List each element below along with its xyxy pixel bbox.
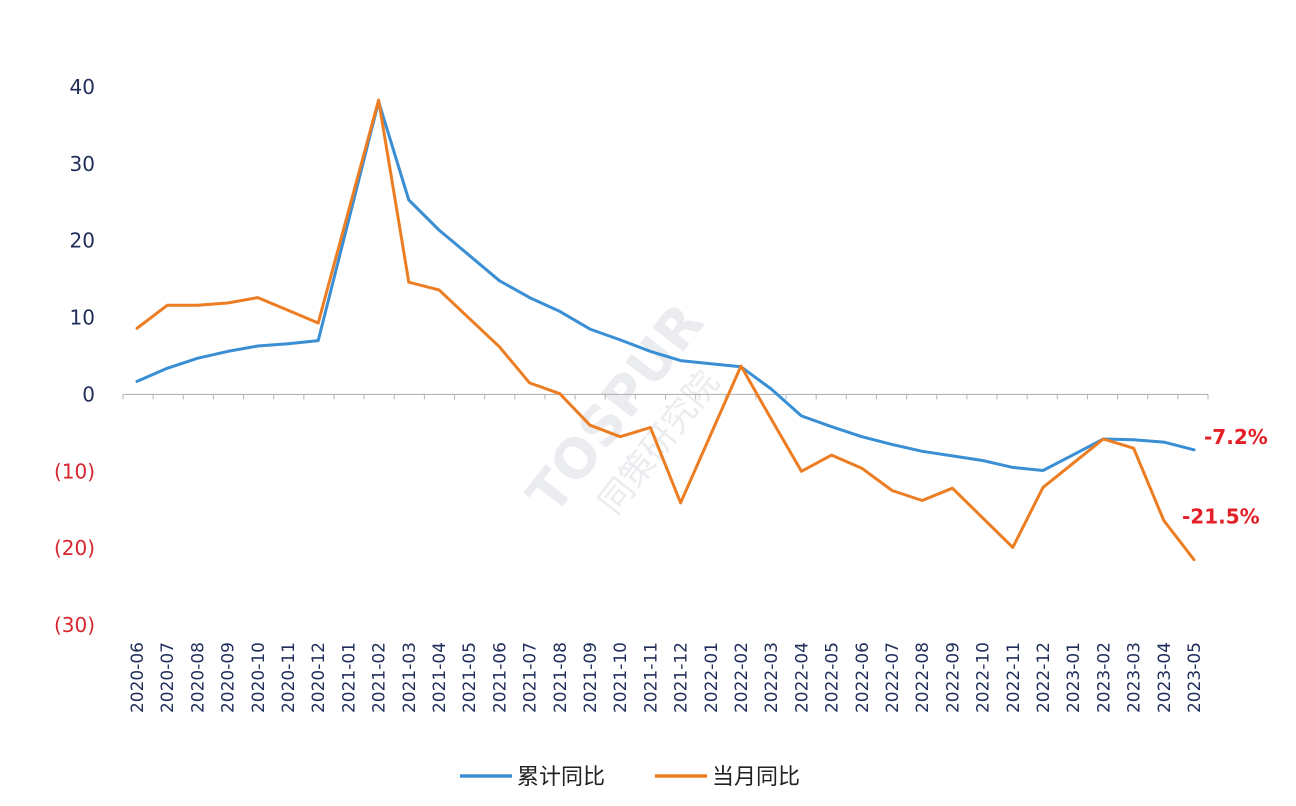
x-tick-label: 2021-10	[611, 642, 631, 713]
y-tick-label: (10)	[54, 459, 95, 483]
x-tick-label: 2021-04	[430, 642, 450, 713]
legend: 累计同比 当月同比	[460, 765, 800, 790]
x-tick-label: 2022-02	[732, 642, 752, 713]
end-value-label: -21.5%	[1182, 505, 1260, 529]
x-tick-label: 2020-07	[158, 642, 178, 713]
y-axis-ticks: 40 30 20 10 0 (10) (20) (30)	[54, 75, 95, 637]
y-tick-label: 10	[70, 306, 95, 330]
x-axis	[122, 393, 1209, 400]
y-tick-label: 40	[70, 75, 95, 99]
x-tick-label: 2022-07	[883, 642, 903, 713]
series-line	[135, 98, 1196, 562]
x-tick-label: 2022-10	[974, 642, 994, 713]
x-tick-label: 2023-03	[1125, 642, 1145, 713]
end-value-label: -7.2%	[1204, 425, 1268, 449]
y-tick-label: (20)	[54, 536, 95, 560]
y-tick-label: 0	[82, 382, 95, 406]
x-tick-label: 2022-03	[762, 642, 782, 713]
x-tick-label: 2021-11	[641, 642, 661, 713]
x-tick-label: 2021-07	[521, 642, 541, 713]
y-tick-label: 20	[70, 229, 95, 253]
y-tick-label: 30	[70, 152, 95, 176]
x-axis-ticks: 2020-06 2020-07 2020-08 2020-09 2020-10 2020-…	[128, 642, 1205, 713]
x-tick-label: 2022-04	[792, 642, 812, 713]
legend-label: 累计同比	[517, 765, 605, 790]
x-tick-label: 2022-12	[1034, 642, 1054, 713]
x-tick-label: 2023-05	[1185, 642, 1205, 713]
x-tick-label: 2022-08	[913, 642, 933, 713]
x-tick-label: 2020-11	[279, 642, 299, 713]
x-tick-label: 2020-10	[249, 642, 269, 713]
x-tick-label: 2022-11	[1004, 642, 1024, 713]
x-tick-label: 2021-12	[672, 642, 692, 713]
x-tick-label: 2021-05	[460, 642, 480, 713]
y-tick-label: (30)	[54, 613, 95, 637]
x-tick-label: 2020-08	[188, 642, 208, 713]
x-tick-label: 2023-04	[1155, 642, 1175, 713]
x-tick-label: 2022-01	[702, 642, 722, 713]
x-tick-label: 2021-09	[581, 642, 601, 713]
series-line	[135, 100, 1196, 472]
x-tick-label: 2023-01	[1064, 642, 1084, 713]
x-tick-label: 2022-09	[943, 642, 963, 713]
x-tick-label: 2020-06	[128, 642, 148, 713]
x-tick-label: 2023-02	[1094, 642, 1114, 713]
series-group	[135, 98, 1196, 562]
x-tick-label: 2020-09	[219, 642, 239, 713]
x-tick-label: 2021-03	[400, 642, 420, 713]
x-tick-label: 2022-05	[823, 642, 843, 713]
x-tick-label: 2021-02	[370, 642, 390, 713]
x-tick-label: 2021-01	[339, 642, 359, 713]
x-tick-label: 2021-06	[490, 642, 510, 713]
x-tick-label: 2020-12	[309, 642, 329, 713]
annotations: -7.2% -21.5%	[1182, 425, 1268, 529]
x-tick-label: 2022-06	[853, 642, 873, 713]
x-tick-label: 2021-08	[551, 642, 571, 713]
legend-label: 当月同比	[712, 765, 800, 790]
